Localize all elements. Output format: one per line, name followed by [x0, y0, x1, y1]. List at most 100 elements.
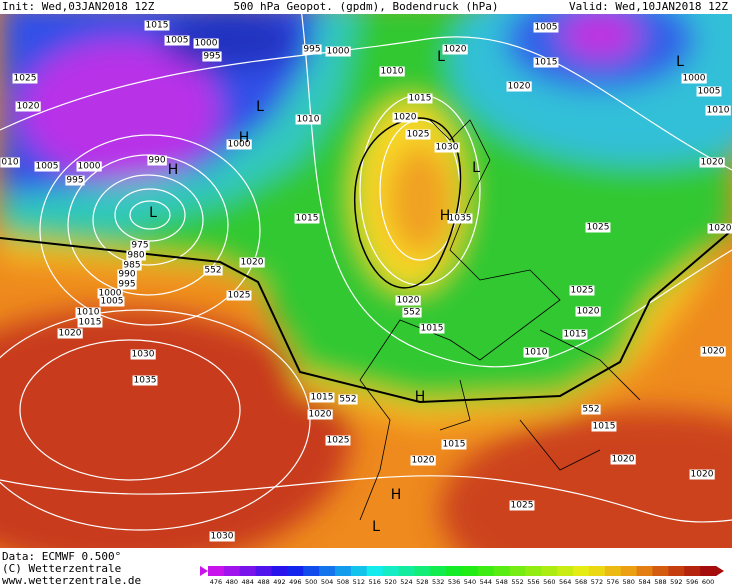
isobar-label: 1020 [17, 102, 40, 112]
isobar-label: 552 [339, 395, 356, 405]
isobar-label: 1020 [397, 296, 420, 306]
label-bg [581, 404, 601, 415]
label-bg [130, 349, 156, 360]
isobar-label: 1015 [593, 422, 616, 432]
isobar-label: 1025 [587, 223, 610, 233]
colorbar-swatch [223, 566, 241, 576]
label-bg [506, 81, 532, 92]
colorbar-label: 488 [257, 578, 269, 586]
colorbar-label: 600 [702, 578, 714, 586]
colorbar-swatch [366, 566, 384, 576]
isobar-label: 010 [1, 158, 18, 168]
isobar-label: 1010 [297, 115, 320, 125]
colorbar-label: 568 [575, 578, 587, 586]
colorbar-swatch [573, 566, 590, 576]
isobar-label: 1000 [99, 289, 122, 299]
isobar-label: 1030 [436, 143, 459, 153]
label-bg [147, 155, 167, 166]
isobar-label: 1015 [443, 440, 466, 450]
label-bg [509, 500, 535, 511]
isobar-label: 1030 [211, 532, 234, 542]
pressure-center: H [415, 389, 426, 405]
label-bg [203, 265, 223, 276]
colorbar: 476 480 484 488 492 496 500 504 508 512 516 520 524 5… [200, 566, 724, 586]
label-bg [441, 439, 467, 450]
label-bg [226, 290, 252, 301]
label-bg [402, 307, 422, 318]
isobar-label: 1005 [698, 87, 721, 97]
isobar-label: 1005 [535, 23, 558, 33]
colorbar-label: 580 [622, 578, 634, 586]
isobar-label: 1015 [409, 94, 432, 104]
label-bg [696, 86, 722, 97]
label-bg [77, 317, 103, 328]
label-bg [575, 306, 601, 317]
colorbar-swatch [335, 566, 352, 576]
copyright: (C) Wetterzentrale [2, 562, 121, 575]
label-bg [0, 157, 20, 168]
pressure-center: L [437, 49, 445, 65]
isobar-label: 1035 [449, 214, 472, 224]
label-bg [447, 213, 473, 224]
colorbar-swatch [287, 566, 304, 576]
colorbar-label: 480 [226, 578, 238, 586]
label-bg [705, 105, 731, 116]
label-bg [681, 73, 707, 84]
label-bg [295, 114, 321, 125]
label-bg [307, 409, 333, 420]
colorbar-swatch [668, 566, 685, 576]
isobar-label: 1020 [701, 158, 724, 168]
isobar-label: 1020 [241, 258, 264, 268]
isobar-label: 995 [66, 176, 83, 186]
colorbar-swatch [509, 566, 526, 576]
pressure-center: L [676, 54, 684, 70]
label-bg [65, 175, 85, 186]
colorbar-swatch [414, 566, 431, 576]
colorbar-swatch [319, 566, 336, 576]
colorbar-label: 548 [495, 578, 507, 586]
isobar-label: 995 [118, 280, 135, 290]
colorbar-label: 508 [337, 578, 349, 586]
isobar-label: 1020 [394, 113, 417, 123]
isobar-label: 1010 [525, 348, 548, 358]
label-bg [164, 35, 190, 46]
colorbar-swatch [604, 566, 622, 576]
colorbar-label: 588 [654, 578, 666, 586]
colorbar-swatch [493, 566, 511, 576]
isobar-label: 552 [582, 405, 599, 415]
label-bg [591, 421, 617, 432]
colorbar-label: 528 [416, 578, 428, 586]
colorbar-label: 552 [511, 578, 523, 586]
label-bg [410, 455, 436, 466]
isobar-label: 1020 [577, 307, 600, 317]
label-bg [309, 392, 335, 403]
label-bg [75, 307, 101, 318]
colorbar-end [200, 566, 208, 576]
label-bg [338, 394, 358, 405]
isobar-label: 990 [118, 270, 135, 280]
isobar-label: 1015 [79, 318, 102, 328]
label-bg [15, 101, 41, 112]
colorbar-label: 572 [591, 578, 603, 586]
colorbar-swatch [382, 566, 399, 576]
label-bg [202, 51, 222, 62]
label-bg [533, 22, 559, 33]
isobar-label: 1010 [77, 308, 100, 318]
colorbar-swatch [636, 566, 653, 576]
colorbar-label: 500 [305, 578, 317, 586]
isobar-label: 1000 [683, 74, 706, 84]
label-bg [419, 323, 445, 334]
label-bg [325, 46, 351, 57]
colorbar-label: 544 [480, 578, 492, 586]
colorbar-swatch [303, 566, 320, 576]
init-time: Init: Wed,03JAN2018 12Z [2, 0, 155, 13]
colorbar-end [716, 566, 724, 576]
colorbar-label: 512 [353, 578, 365, 586]
colorbar-label: 520 [384, 578, 396, 586]
label-bg [117, 279, 137, 290]
label-bg [407, 93, 433, 104]
label-bg [434, 142, 460, 153]
